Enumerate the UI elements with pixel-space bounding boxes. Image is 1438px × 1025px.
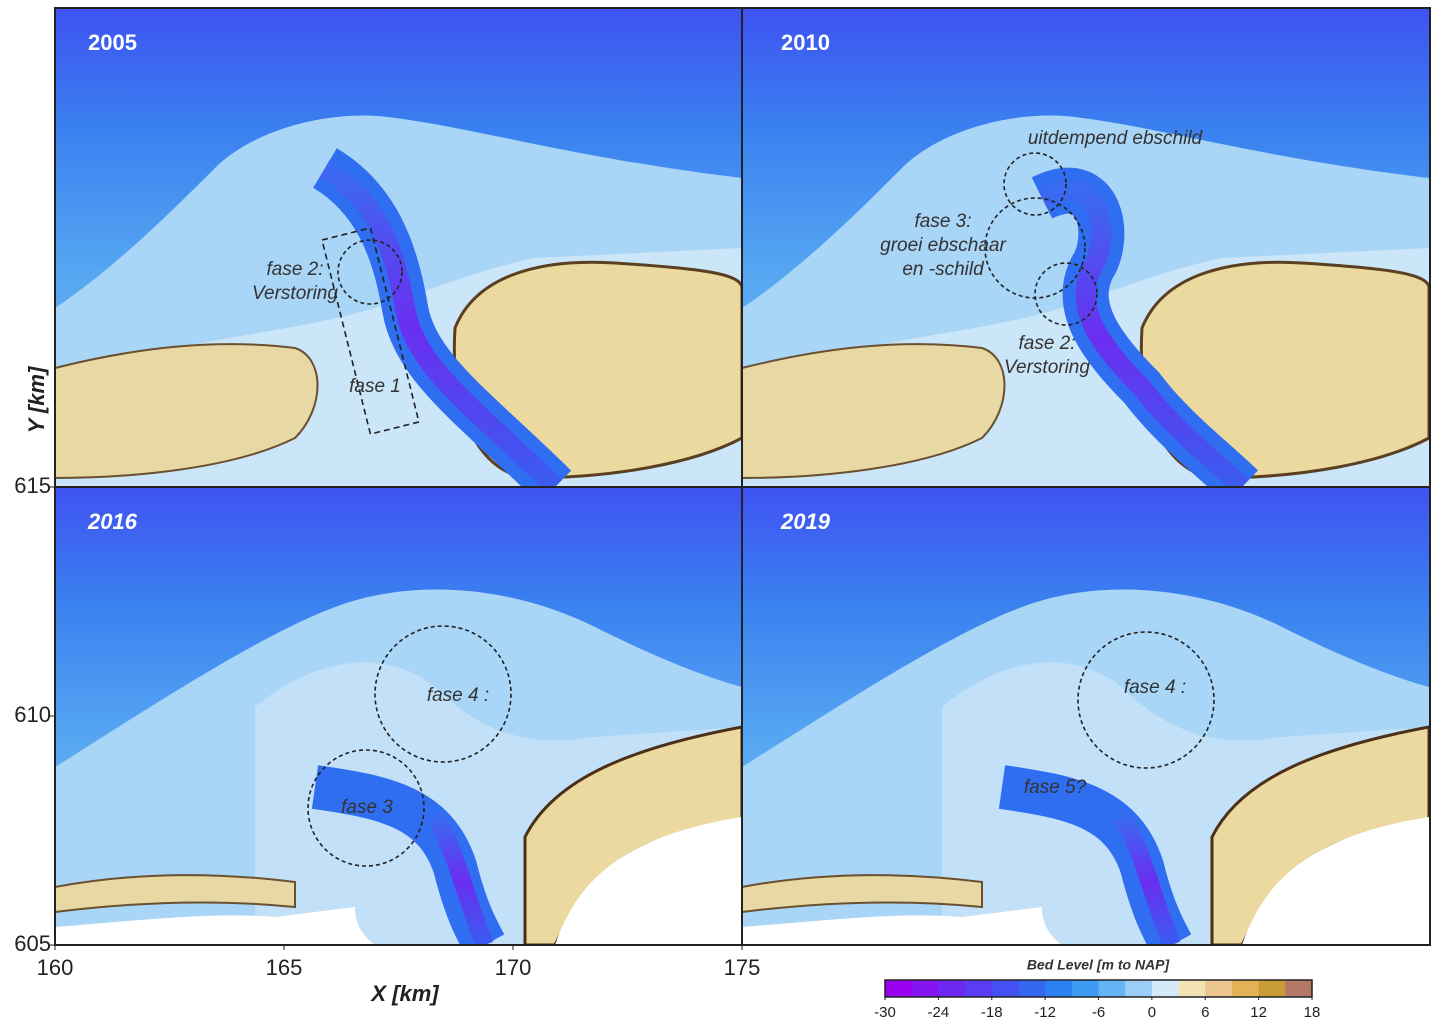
annotation: fase 3 [341,797,393,818]
y-axis-label: Y [km] [24,366,49,434]
colorbar-segment [1179,980,1206,997]
map-panel [55,487,742,945]
colorbar-segment [1259,980,1286,997]
y-tick-label: 615 [14,473,51,498]
colorbar-segment [1125,980,1152,997]
colorbar-tick-label: -6 [1092,1004,1105,1021]
x-tick-label: 175 [724,955,761,980]
map-panel [55,8,742,487]
x-tick-label: 165 [266,955,303,980]
annotation: fase 5? [1024,777,1087,798]
colorbar-tick-label: 18 [1304,1004,1321,1021]
colorbar-tick-label: -18 [981,1004,1003,1021]
annotation: fase 4 : [427,685,489,706]
annotation: fase 2: [1018,333,1075,354]
colorbar-segment [938,980,965,997]
colorbar-segment [1018,980,1045,997]
colorbar-segment [1232,980,1259,997]
panel-year: 2019 [780,509,831,534]
colorbar-tick-label: -30 [874,1004,896,1021]
colorbar-segment [1099,980,1126,997]
annotation: uitdempend ebschild [1028,128,1204,149]
colorbar-segment [1205,980,1232,997]
annotation: fase 1 [349,376,401,397]
colorbar-segment [992,980,1019,997]
y-tick-label: 610 [14,702,51,727]
panel-year: 2016 [87,509,138,534]
map-panel [742,8,1430,487]
map-panel [742,487,1430,945]
y-tick-label: 605 [14,931,51,956]
figure: Y [km] X [km] Bed Level [m to NAP] 2005 f… [0,0,1438,1025]
annotation: en -schild [902,259,985,280]
panel-year: 2010 [781,30,830,55]
x-axis-label: X [km] [369,981,439,1006]
annotation: groei ebschaar [880,235,1006,256]
colorbar-segment [1045,980,1072,997]
colorbar-tick-label: 6 [1201,1004,1209,1021]
colorbar-segment [1285,980,1312,997]
annotation: fase 2: [266,259,323,280]
colorbar-title: Bed Level [m to NAP] [1027,957,1171,973]
x-tick-label: 170 [495,955,532,980]
annotation: fase 4 : [1124,677,1186,698]
colorbar-segment [912,980,939,997]
colorbar-tick-label: -12 [1034,1004,1056,1021]
annotation: Verstoring [252,283,338,304]
colorbar-segment [885,980,912,997]
panel-year: 2005 [88,30,137,55]
colorbar-segment [1072,980,1099,997]
colorbar-tick-label: 12 [1250,1004,1267,1021]
annotation: Verstoring [1004,357,1090,378]
x-tick-label: 160 [37,955,74,980]
colorbar-segment [965,980,992,997]
colorbar-tick-label: -24 [928,1004,950,1021]
annotation: fase 3: [914,211,971,232]
colorbar-segment [1152,980,1179,997]
colorbar-tick-label: 0 [1148,1004,1156,1021]
